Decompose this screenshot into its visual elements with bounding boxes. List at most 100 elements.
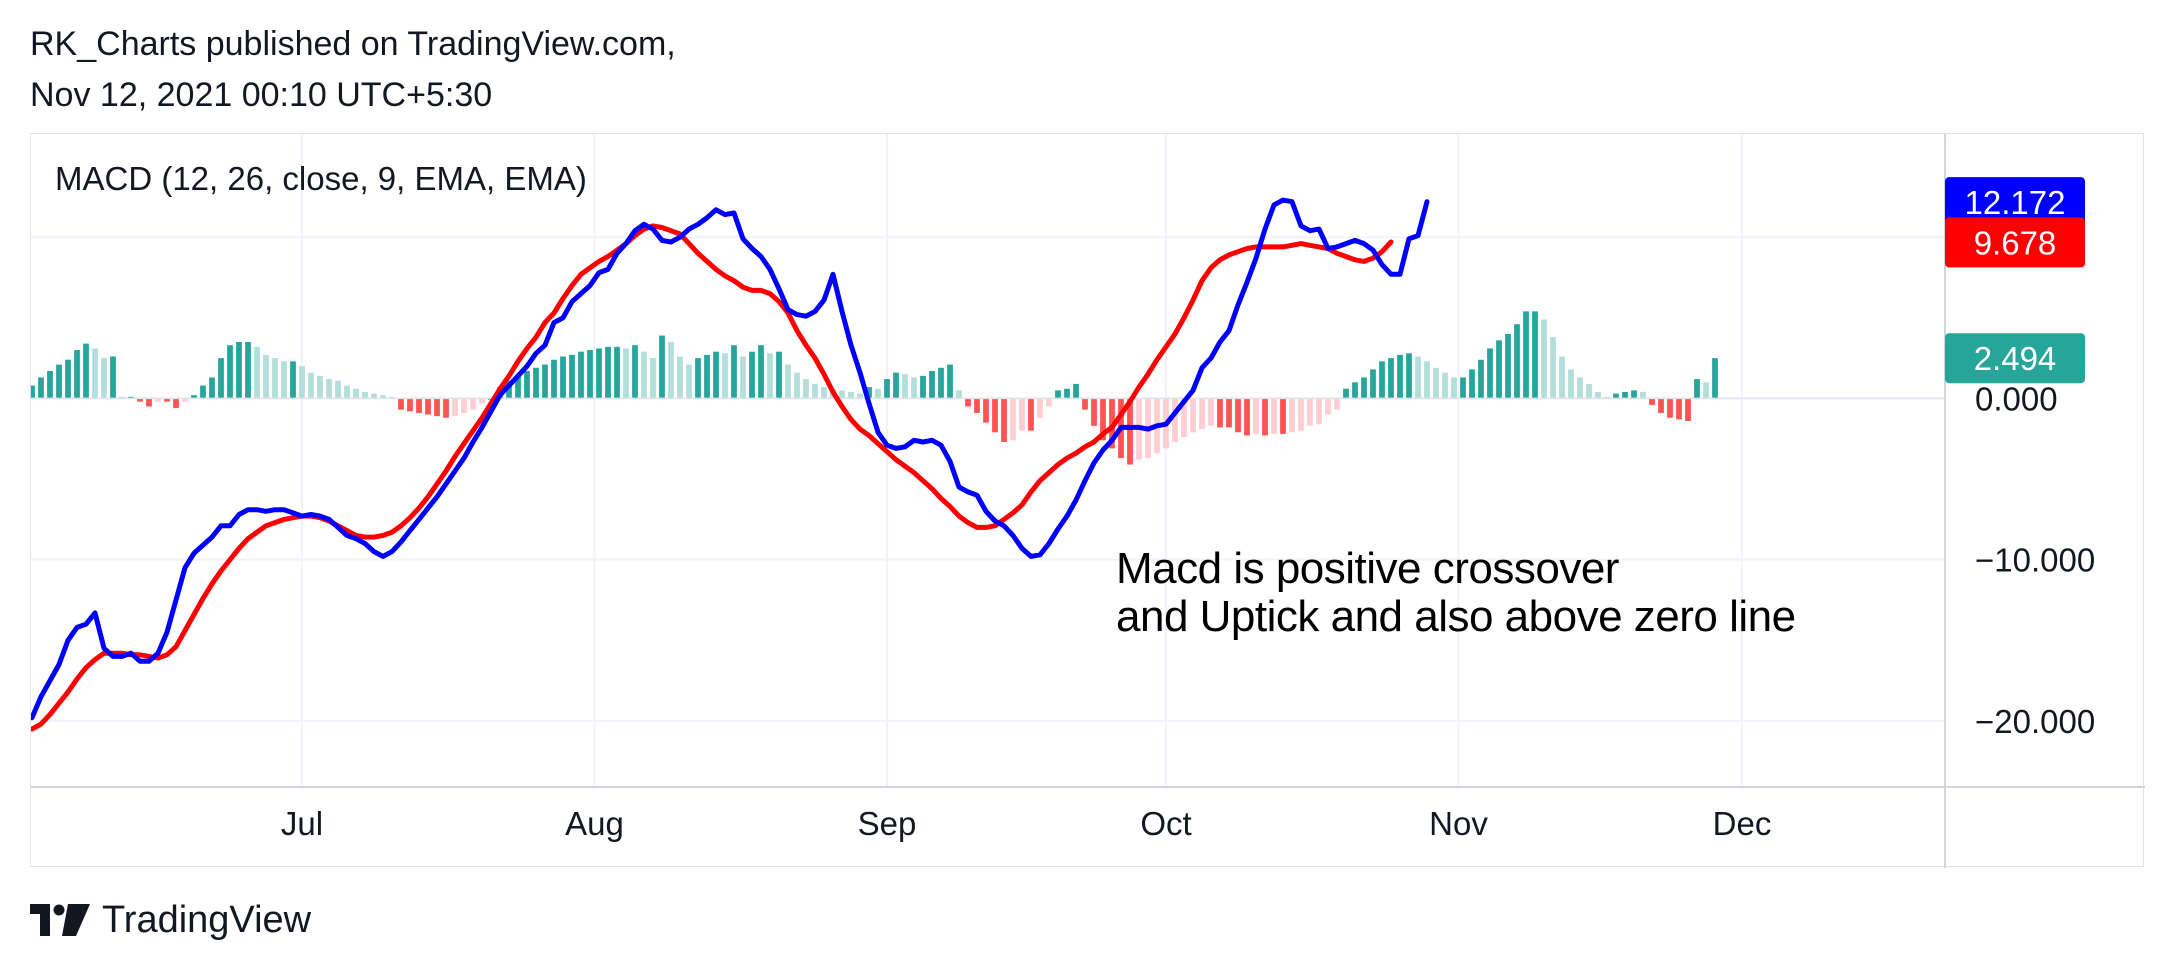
tradingview-logo[interactable]: TradingView <box>30 898 311 942</box>
histogram-bar <box>1496 340 1502 399</box>
histogram-bar <box>1451 377 1457 399</box>
histogram-bar <box>947 364 953 399</box>
histogram-bar <box>857 393 863 399</box>
tradingview-brand: TradingView <box>102 898 312 941</box>
histogram-bar <box>461 398 467 413</box>
histogram-bar <box>1532 311 1538 399</box>
histogram-bar <box>425 398 431 415</box>
annotation-line-1: Macd is positive crossover <box>1116 544 1619 593</box>
histogram-bar <box>920 375 926 399</box>
histogram-bar <box>443 398 449 418</box>
histogram-bar <box>1685 398 1691 421</box>
chart-frame[interactable]: Jul Aug Sep Oct Nov Dec 0.000 −10.000 −20.000 12… <box>30 133 2145 868</box>
histogram-bar <box>704 354 710 399</box>
histogram-bar <box>659 335 665 399</box>
histogram-bar <box>101 358 107 399</box>
histogram-bar <box>389 396 395 399</box>
histogram-bar <box>794 372 800 399</box>
histogram-bar <box>83 343 89 399</box>
histogram-bar <box>884 379 890 399</box>
histogram-bar <box>353 388 359 399</box>
histogram-bar <box>380 395 386 399</box>
histogram-bar <box>1334 398 1340 410</box>
histogram-bar <box>1586 383 1592 399</box>
histogram-bar <box>641 351 647 399</box>
histogram-bar <box>191 395 197 399</box>
histogram-bar <box>245 341 251 399</box>
histogram-bar <box>1271 398 1277 434</box>
histogram-bar <box>776 351 782 399</box>
histogram-bar <box>434 398 440 417</box>
histogram-bar <box>1712 358 1718 399</box>
macd-chart[interactable]: Jul Aug Sep Oct Nov Dec 0.000 −10.000 −20.000 12… <box>31 134 2145 868</box>
histogram-bar <box>407 398 413 412</box>
histogram-bar <box>749 351 755 399</box>
histogram-bar <box>65 359 71 399</box>
histogram-bar <box>1253 398 1259 434</box>
histogram-bar <box>1244 398 1250 436</box>
histogram-bar <box>74 350 80 399</box>
histogram-bar <box>992 398 998 433</box>
histogram-bar <box>929 371 935 399</box>
histogram-bar <box>866 387 872 399</box>
x-tick-dec: Dec <box>1713 805 1772 842</box>
histogram-bar <box>938 367 944 399</box>
histogram-bar <box>515 375 521 399</box>
histogram-bar <box>821 387 827 399</box>
histogram-bar <box>560 356 566 399</box>
histogram-bar <box>1433 367 1439 399</box>
histogram-bar <box>569 354 575 399</box>
histogram-bar <box>1127 398 1133 465</box>
histogram-bar <box>1028 398 1034 431</box>
histogram-bar <box>965 398 971 407</box>
histogram-bar <box>164 398 170 402</box>
histogram-bar <box>1406 353 1412 399</box>
histogram-bar <box>281 361 287 399</box>
histogram-price-label: 2.494 <box>1945 333 2085 384</box>
histogram-bar <box>236 341 242 399</box>
x-tick-aug: Aug <box>565 805 624 842</box>
histogram-bar <box>551 359 557 399</box>
histogram-bar <box>1397 354 1403 399</box>
histogram-bar <box>290 361 296 399</box>
histogram-bar <box>740 356 746 399</box>
macd-line[interactable] <box>31 197 1430 721</box>
histogram-bar <box>1091 398 1097 426</box>
macd-price-label-bg <box>1945 177 2085 228</box>
indicator-title: MACD (12, 26, close, 9, EMA, EMA) <box>55 160 587 197</box>
histogram-bar <box>1514 324 1520 399</box>
histogram-bar <box>1388 358 1394 399</box>
histogram-bar <box>38 377 44 399</box>
histogram-bar <box>1460 377 1466 399</box>
signal-line[interactable] <box>31 223 1394 732</box>
histogram-price-label-bg <box>1945 333 2085 384</box>
histogram-bar <box>344 385 350 399</box>
histogram-bar <box>1577 377 1583 399</box>
histogram-bar <box>713 351 719 399</box>
macd-price-label: 12.172 <box>1945 177 2085 228</box>
histogram-bar <box>1694 379 1700 399</box>
histogram-bar <box>1469 369 1475 399</box>
histogram-bar <box>758 345 764 399</box>
histogram-bar <box>1316 398 1322 425</box>
histogram-bar <box>362 391 368 399</box>
histogram-bar <box>227 345 233 399</box>
histogram-bar <box>200 385 206 399</box>
histogram-bar <box>1172 398 1178 442</box>
histogram-bar <box>677 356 683 399</box>
histogram-bar <box>1361 377 1367 399</box>
tradingview-mark-icon <box>30 904 90 936</box>
histogram-bar <box>1055 390 1061 399</box>
y-tick-label: 0.000 <box>1975 380 2058 417</box>
histogram-bar <box>1559 356 1565 399</box>
histogram-bar <box>1046 398 1052 407</box>
histogram-bar <box>893 372 899 399</box>
histogram-bar <box>524 371 530 399</box>
histogram-bar <box>1037 398 1043 418</box>
histogram-bar <box>155 398 161 402</box>
histogram-bar <box>1343 388 1349 399</box>
histogram-bar <box>1550 337 1556 399</box>
histogram-bar <box>875 388 881 399</box>
signal-price-label-bg <box>1945 217 2085 268</box>
